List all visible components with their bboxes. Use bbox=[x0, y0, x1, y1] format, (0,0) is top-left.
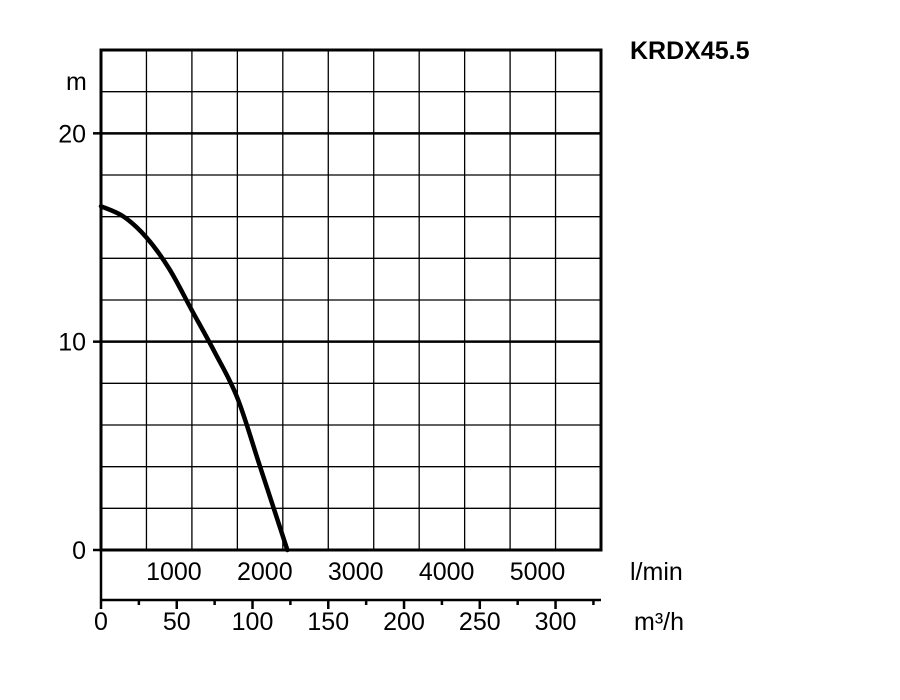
m3h-tick-label: 250 bbox=[459, 608, 501, 636]
lmin-tick-label: 4000 bbox=[419, 558, 475, 586]
lmin-tick-label: 5000 bbox=[510, 558, 566, 586]
y-tick-label: 10 bbox=[58, 329, 86, 357]
lmin-tick-label: 2000 bbox=[237, 558, 293, 586]
m3h-tick-labels: 0 50 100 150 200 250 300 bbox=[94, 608, 576, 636]
lmin-tick-label: 1000 bbox=[146, 558, 202, 586]
x-axis-unit-lmin: l/min bbox=[630, 558, 683, 586]
x-axis-unit-m3h: m³/h bbox=[634, 608, 684, 636]
m3h-tick-label: 50 bbox=[163, 608, 191, 636]
pump-curve-line bbox=[98, 204, 290, 553]
m3h-tick-label: 200 bbox=[383, 608, 425, 636]
grid bbox=[93, 50, 601, 552]
lmin-tick-labels: 1000 2000 3000 4000 5000 bbox=[146, 558, 565, 586]
y-tick-labels: 0 10 20 bbox=[58, 120, 86, 565]
lmin-tick-label: 3000 bbox=[328, 558, 384, 586]
m3h-tick-label: 300 bbox=[535, 608, 577, 636]
m3h-ticks bbox=[99, 600, 595, 609]
y-tick-label: 20 bbox=[58, 120, 86, 148]
y-axis-unit-label: m bbox=[66, 68, 87, 96]
y-tick-label: 0 bbox=[72, 537, 86, 565]
m3h-tick-label: 150 bbox=[307, 608, 349, 636]
m3h-tick-label: 100 bbox=[232, 608, 274, 636]
m3h-tick-label: 0 bbox=[94, 608, 108, 636]
chart-title: KRDX45.5 bbox=[630, 37, 750, 65]
